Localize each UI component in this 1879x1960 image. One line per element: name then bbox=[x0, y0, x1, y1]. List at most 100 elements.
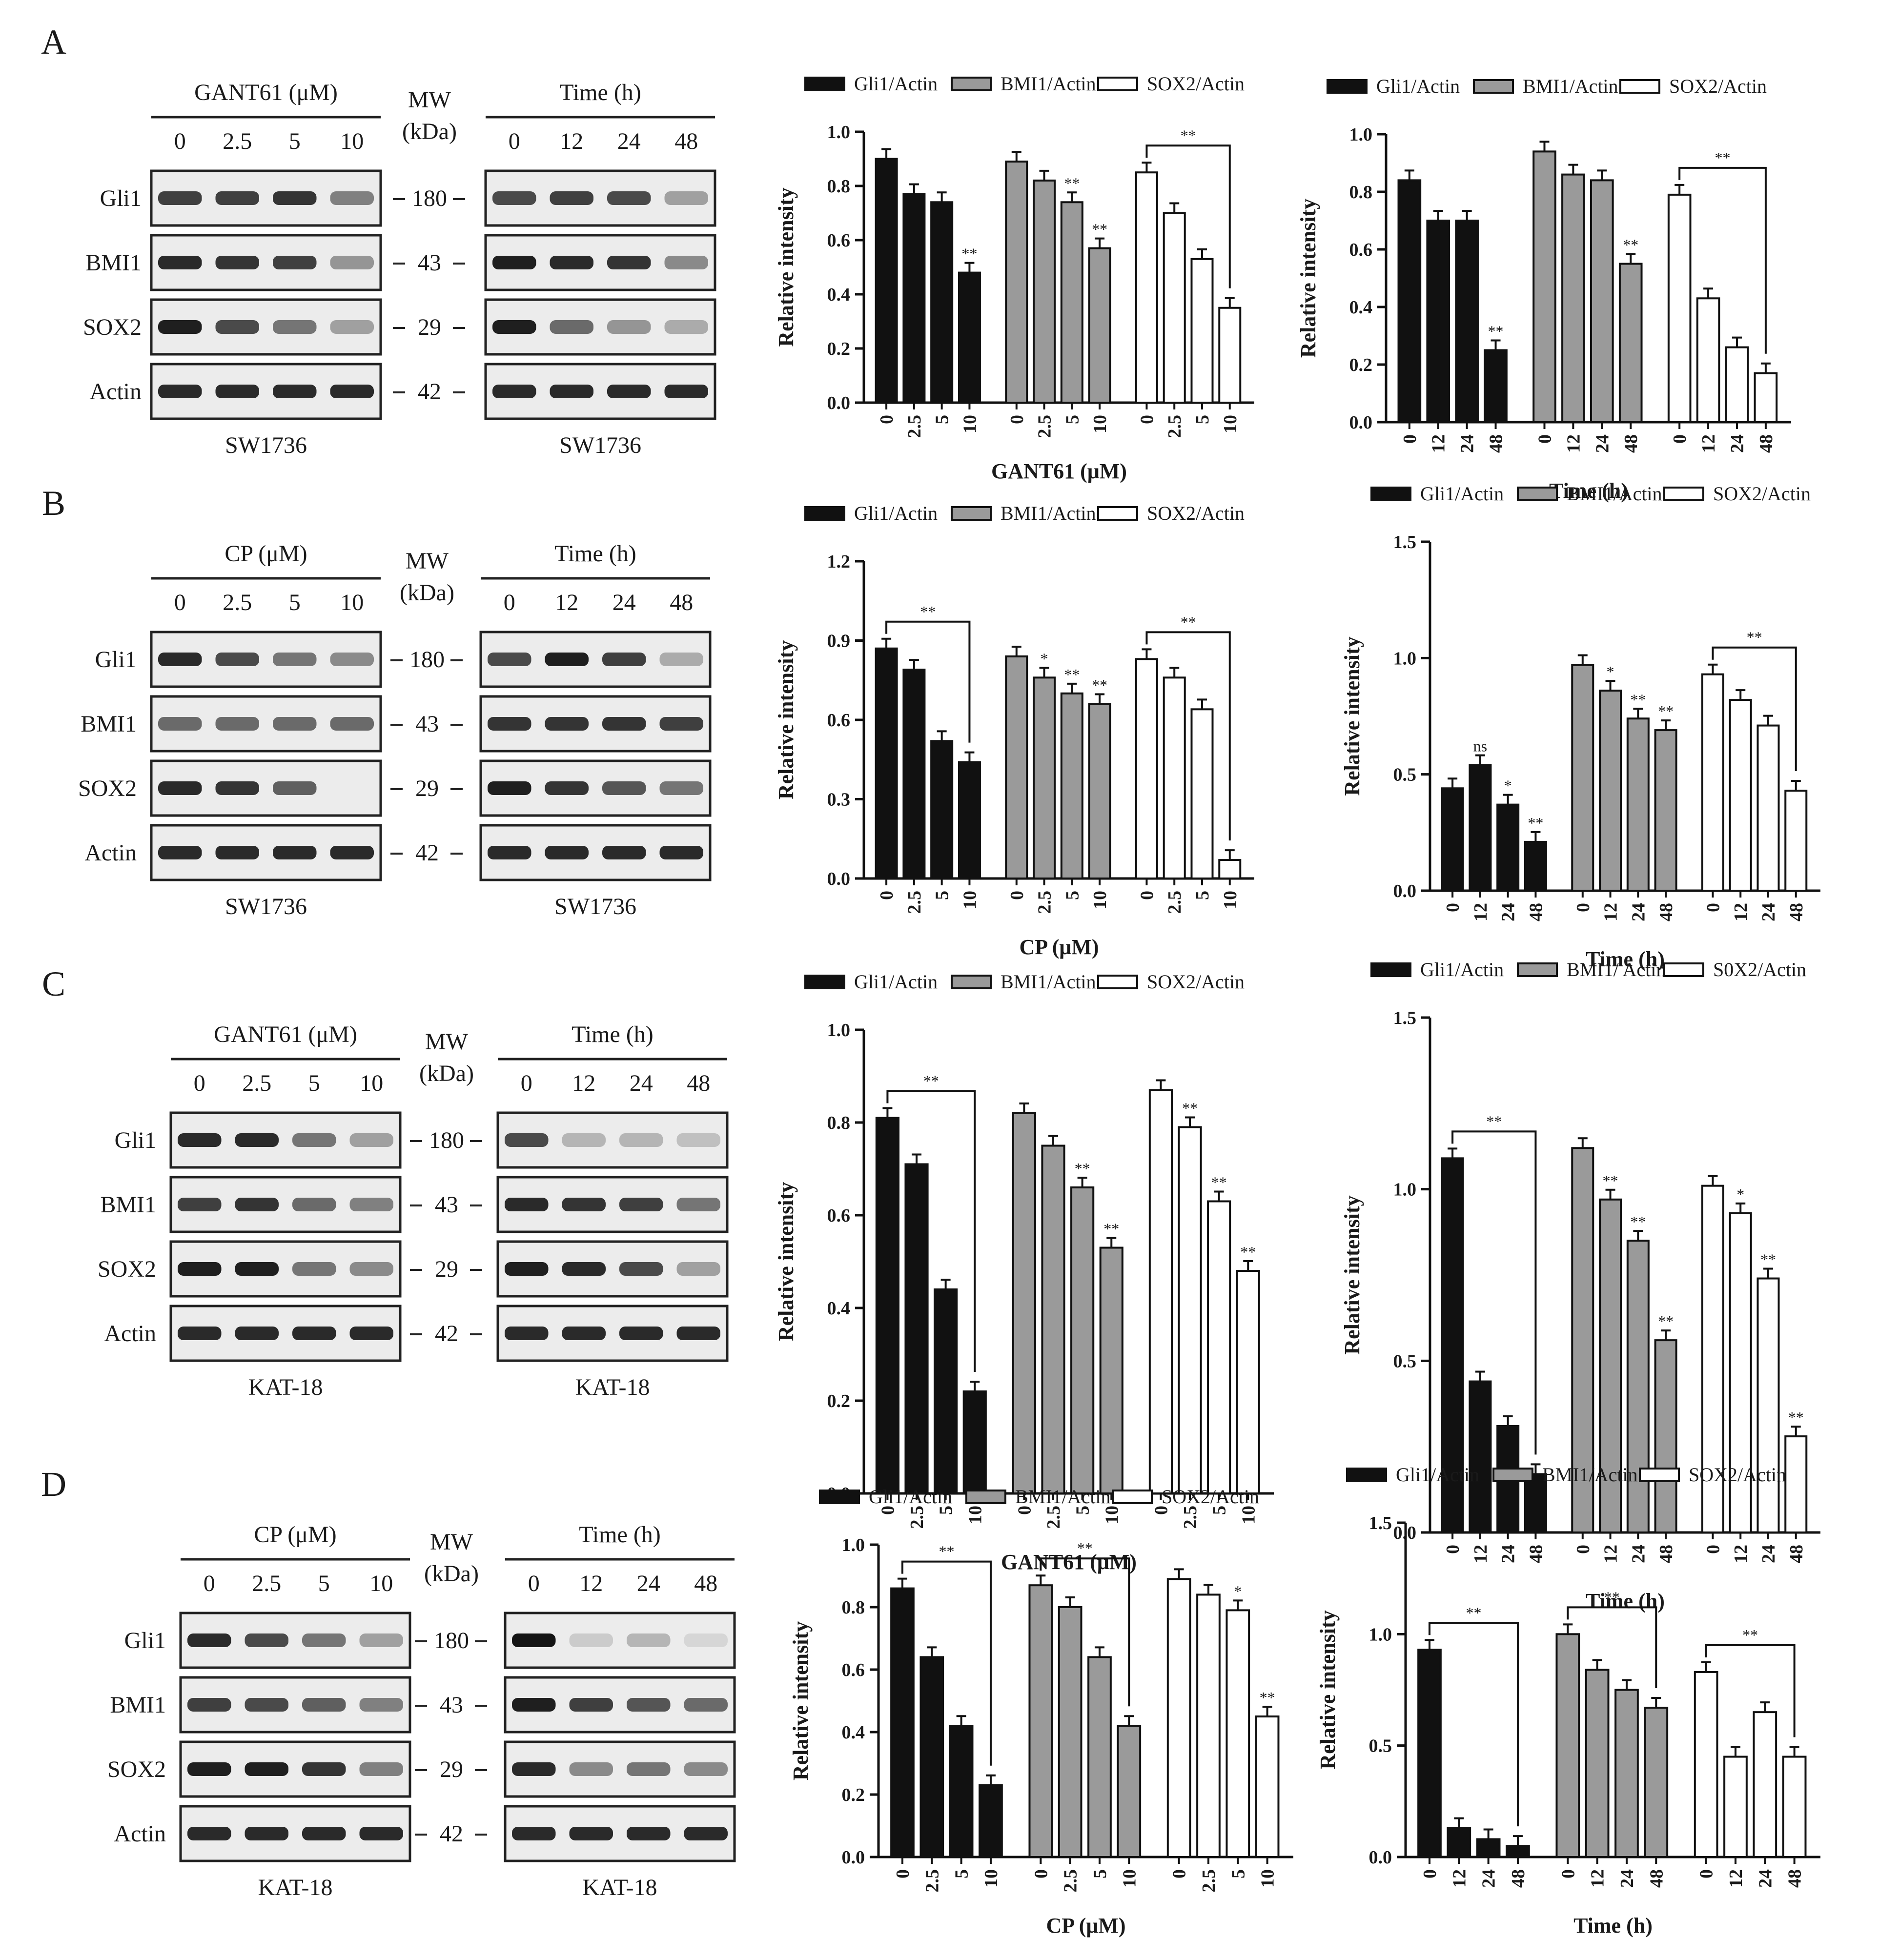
bar bbox=[1506, 1845, 1530, 1858]
bar bbox=[979, 1784, 1003, 1858]
bar-chart-d-dose: Gli1/Actin BMI1/Actin SOX2/Actin 0.0 0.2 0.4 0… bbox=[789, 1486, 1293, 1938]
x-tick-label: 48 bbox=[1756, 434, 1777, 453]
bar bbox=[1441, 1157, 1464, 1534]
bar bbox=[904, 1163, 929, 1494]
mw-value: 43 bbox=[440, 1692, 463, 1718]
bracket-label: ** bbox=[920, 603, 936, 620]
bar bbox=[1178, 1126, 1202, 1494]
protein-label: Actin bbox=[104, 1321, 156, 1347]
bar bbox=[930, 201, 954, 404]
bar bbox=[1571, 664, 1594, 892]
legend-swatch bbox=[951, 506, 992, 521]
protein-band bbox=[215, 191, 259, 205]
bar bbox=[1729, 699, 1752, 892]
protein-band bbox=[215, 781, 259, 795]
legend-label: Gli1/Actin bbox=[1396, 1464, 1479, 1486]
bar bbox=[1654, 729, 1677, 892]
protein-band bbox=[664, 385, 708, 398]
mw-value: 43 bbox=[435, 1192, 458, 1218]
protein-band bbox=[330, 846, 374, 859]
bar bbox=[1190, 258, 1214, 404]
legend-label: SOX2/Actin bbox=[1147, 502, 1245, 524]
significance-bracket bbox=[1712, 646, 1797, 772]
legend-label: Gli1/Actin bbox=[869, 1486, 952, 1508]
x-tick-label: 2.5 bbox=[904, 415, 925, 438]
x-tick-label: 48 bbox=[1656, 903, 1676, 921]
bar-chart-a-time: Gli1/Actin BMI1/Actin SOX2/Actin 0.0 0.2 0.4 0… bbox=[1296, 75, 1791, 503]
protein-band bbox=[215, 320, 259, 334]
significance-bracket bbox=[1451, 1130, 1537, 1455]
protein-band bbox=[569, 1762, 613, 1776]
legend-label: BMI1/Actin bbox=[1001, 73, 1096, 95]
mw-header-unit: (kDa) bbox=[419, 1061, 474, 1086]
bar bbox=[1644, 1707, 1669, 1858]
protein-band bbox=[245, 1827, 288, 1840]
significance-bracket bbox=[1567, 1606, 1657, 1689]
bar bbox=[1455, 220, 1479, 423]
significance-mark: * bbox=[1041, 650, 1048, 667]
x-tick-label: 0 bbox=[1400, 434, 1420, 444]
lane-label: 10 bbox=[369, 1571, 393, 1596]
y-tick-label: 0.0 bbox=[827, 393, 851, 413]
x-tick-label: 24 bbox=[1498, 903, 1519, 921]
bar bbox=[1033, 676, 1056, 880]
legend-swatch bbox=[804, 506, 845, 521]
lane-label: 0 bbox=[194, 1070, 205, 1096]
significance-mark: ** bbox=[1623, 236, 1638, 254]
bar bbox=[1005, 655, 1028, 879]
bar bbox=[1626, 1240, 1650, 1534]
protein-band bbox=[659, 781, 703, 795]
y-tick-label: 0.8 bbox=[827, 176, 851, 197]
protein-band bbox=[659, 846, 703, 859]
x-tick-label: 0 bbox=[877, 415, 897, 424]
y-tick-label: 0.0 bbox=[1369, 1847, 1392, 1868]
blot-dose: CP (μM) 0 2.5 5 10 KAT-18 bbox=[179, 1522, 411, 1900]
bar bbox=[1614, 1689, 1639, 1858]
legend-swatch bbox=[1639, 1468, 1680, 1482]
bar bbox=[1255, 1715, 1280, 1858]
y-tick-label: 0.5 bbox=[1369, 1736, 1392, 1756]
bar bbox=[1117, 1725, 1142, 1858]
x-tick-label: 10 bbox=[1220, 891, 1241, 909]
bar bbox=[1555, 1633, 1580, 1858]
panel-letter: B bbox=[42, 484, 65, 523]
bar bbox=[1756, 1277, 1780, 1534]
bar bbox=[1476, 1838, 1501, 1858]
protein-band bbox=[302, 1633, 346, 1647]
lane-label: 0 bbox=[509, 128, 520, 154]
y-tick-label: 0.8 bbox=[1349, 182, 1373, 203]
protein-band bbox=[187, 1633, 231, 1647]
protein-band bbox=[607, 385, 651, 398]
protein-label: BMI1 bbox=[100, 1192, 156, 1218]
blot-header: GANT61 (μM) bbox=[214, 1021, 357, 1047]
bracket-label: ** bbox=[1715, 149, 1731, 166]
bar bbox=[1190, 708, 1214, 880]
x-tick-label: 10 bbox=[960, 415, 980, 433]
x-tick-label: 12 bbox=[1471, 903, 1491, 921]
x-tick-label: 12 bbox=[1588, 1869, 1608, 1888]
significance-mark: ** bbox=[1630, 1213, 1646, 1230]
mw-header: MW bbox=[406, 548, 449, 574]
bar bbox=[1754, 372, 1778, 424]
x-tick-label: 24 bbox=[1727, 434, 1748, 453]
protein-band bbox=[550, 320, 593, 334]
protein-band bbox=[562, 1327, 606, 1340]
bar bbox=[1469, 1380, 1492, 1534]
x-tick-label: 5 bbox=[1062, 891, 1082, 900]
lane-label: 5 bbox=[289, 128, 301, 154]
significance-mark: ** bbox=[1075, 1160, 1090, 1177]
significance-bracket bbox=[901, 1560, 992, 1766]
bar bbox=[1696, 297, 1720, 423]
y-axis-title: Relative intensity bbox=[1296, 199, 1320, 358]
significance-mark: ** bbox=[1630, 691, 1646, 708]
protein-label: BMI1 bbox=[81, 711, 137, 737]
protein-label: SOX2 bbox=[98, 1256, 156, 1282]
legend-label: Gli1/Actin bbox=[1420, 483, 1504, 505]
significance-bracket bbox=[1428, 1622, 1519, 1827]
x-tick-label: 48 bbox=[1786, 1545, 1807, 1563]
protein-band bbox=[569, 1633, 613, 1647]
x-tick-label: 0 bbox=[878, 1506, 898, 1515]
bar bbox=[1524, 840, 1547, 892]
protein-band bbox=[627, 1633, 671, 1647]
legend-label: SOX2/Actin bbox=[1147, 971, 1245, 993]
